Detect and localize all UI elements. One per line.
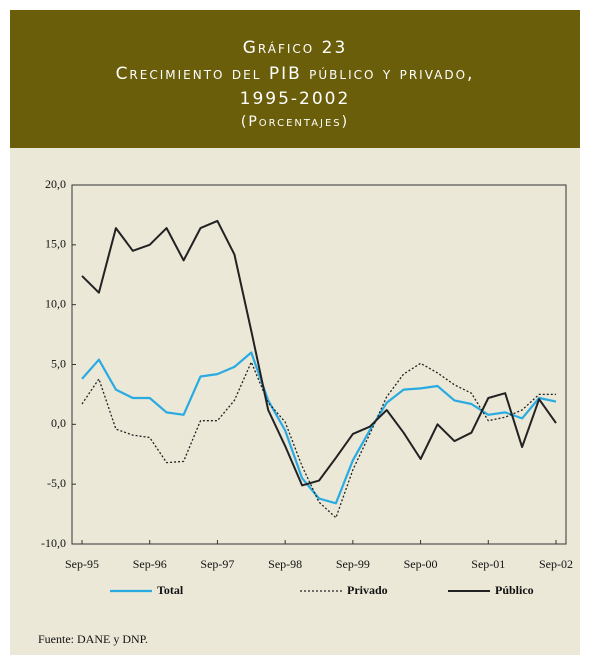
x-tick-label: Sep-01: [471, 557, 505, 571]
chart-title: Gráfico 23: [243, 38, 348, 58]
chart-title: Crecimiento del PIB público y privado,: [116, 64, 475, 84]
y-tick-label: 0,0: [51, 416, 66, 430]
chart-subtitle: (Porcentajes): [241, 114, 349, 130]
x-tick-label: Sep-99: [336, 557, 370, 571]
x-tick-label: Sep-96: [133, 557, 167, 571]
y-tick-label: -10,0: [41, 536, 66, 550]
source: Fuente: DANE y DNP.: [38, 632, 148, 646]
legend-label: Privado: [347, 583, 388, 597]
series-line: [81, 351, 557, 505]
legend-label: Total: [157, 583, 184, 597]
x-tick-label: Sep-97: [200, 557, 234, 571]
y-tick-label: 5,0: [51, 356, 66, 370]
y-tick-label: 10,0: [45, 296, 66, 310]
x-tick-label: Sep-95: [65, 557, 99, 571]
header: [10, 10, 580, 148]
x-tick-label: Sep-02: [539, 557, 573, 571]
panel: [10, 148, 580, 655]
chart-title: 1995-2002: [240, 89, 351, 109]
y-tick-label: 15,0: [45, 237, 66, 251]
series-line: [81, 361, 556, 519]
x-tick-label: Sep-00: [404, 557, 438, 571]
series-line: [81, 219, 557, 487]
y-tick-label: -5,0: [47, 476, 66, 490]
legend-label: Público: [495, 583, 534, 597]
y-tick-label: 20,0: [45, 177, 66, 191]
x-tick-label: Sep-98: [268, 557, 302, 571]
